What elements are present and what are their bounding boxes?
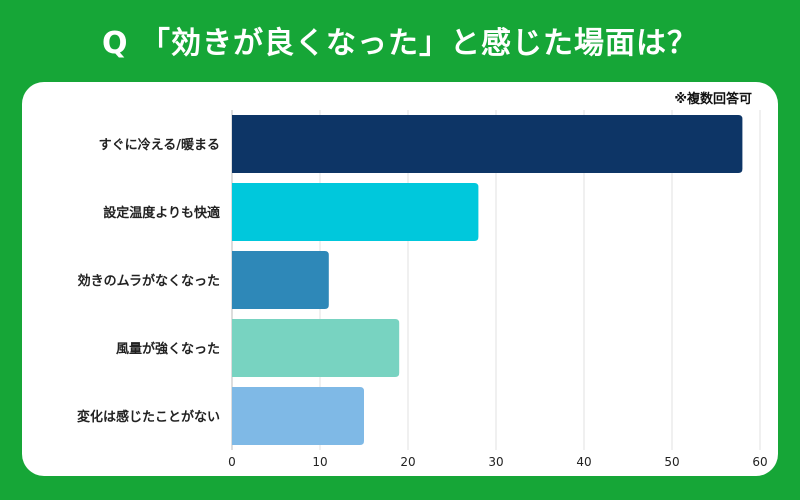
x-tick-label: 20 <box>400 455 415 469</box>
bar-3 <box>232 251 329 309</box>
category-labels: すぐに冷える/暖まる設定温度よりも快適効きのムラがなくなった風量が強くなった変化… <box>77 137 220 425</box>
x-tick-label: 0 <box>228 455 236 469</box>
category-label: すぐに冷える/暖まる <box>99 137 220 153</box>
bar-2 <box>232 183 479 241</box>
x-tick-label: 10 <box>312 455 327 469</box>
page-title: Q 「効きが良くなった」と感じた場面は？ <box>102 26 698 61</box>
category-label: 設定温度よりも快適 <box>103 205 220 221</box>
category-label: 風量が強くなった <box>116 341 220 357</box>
category-label: 効きのムラがなくなった <box>78 273 220 289</box>
x-tick-label: 50 <box>664 455 679 469</box>
bar-chart: すぐに冷える/暖まる設定温度よりも快適効きのムラがなくなった風量が強くなった変化… <box>77 110 768 469</box>
x-axis-ticks: 0 10 20 30 40 50 60 <box>228 455 767 469</box>
x-tick-label: 40 <box>576 455 591 469</box>
x-tick-label: 60 <box>752 455 767 469</box>
multiple-answers-note: ※複数回答可 <box>674 92 752 107</box>
bars <box>232 115 743 445</box>
x-tick-label: 30 <box>488 455 503 469</box>
bar-5 <box>232 387 364 445</box>
chart-card: ※複数回答可 すぐに冷える/暖まる 設定温度よりも快適効きのムラがなくなった風量が… <box>22 82 778 476</box>
bar-4 <box>232 319 400 377</box>
bar-1 <box>232 115 743 173</box>
category-label: 変化は感じたことがない <box>77 409 220 425</box>
